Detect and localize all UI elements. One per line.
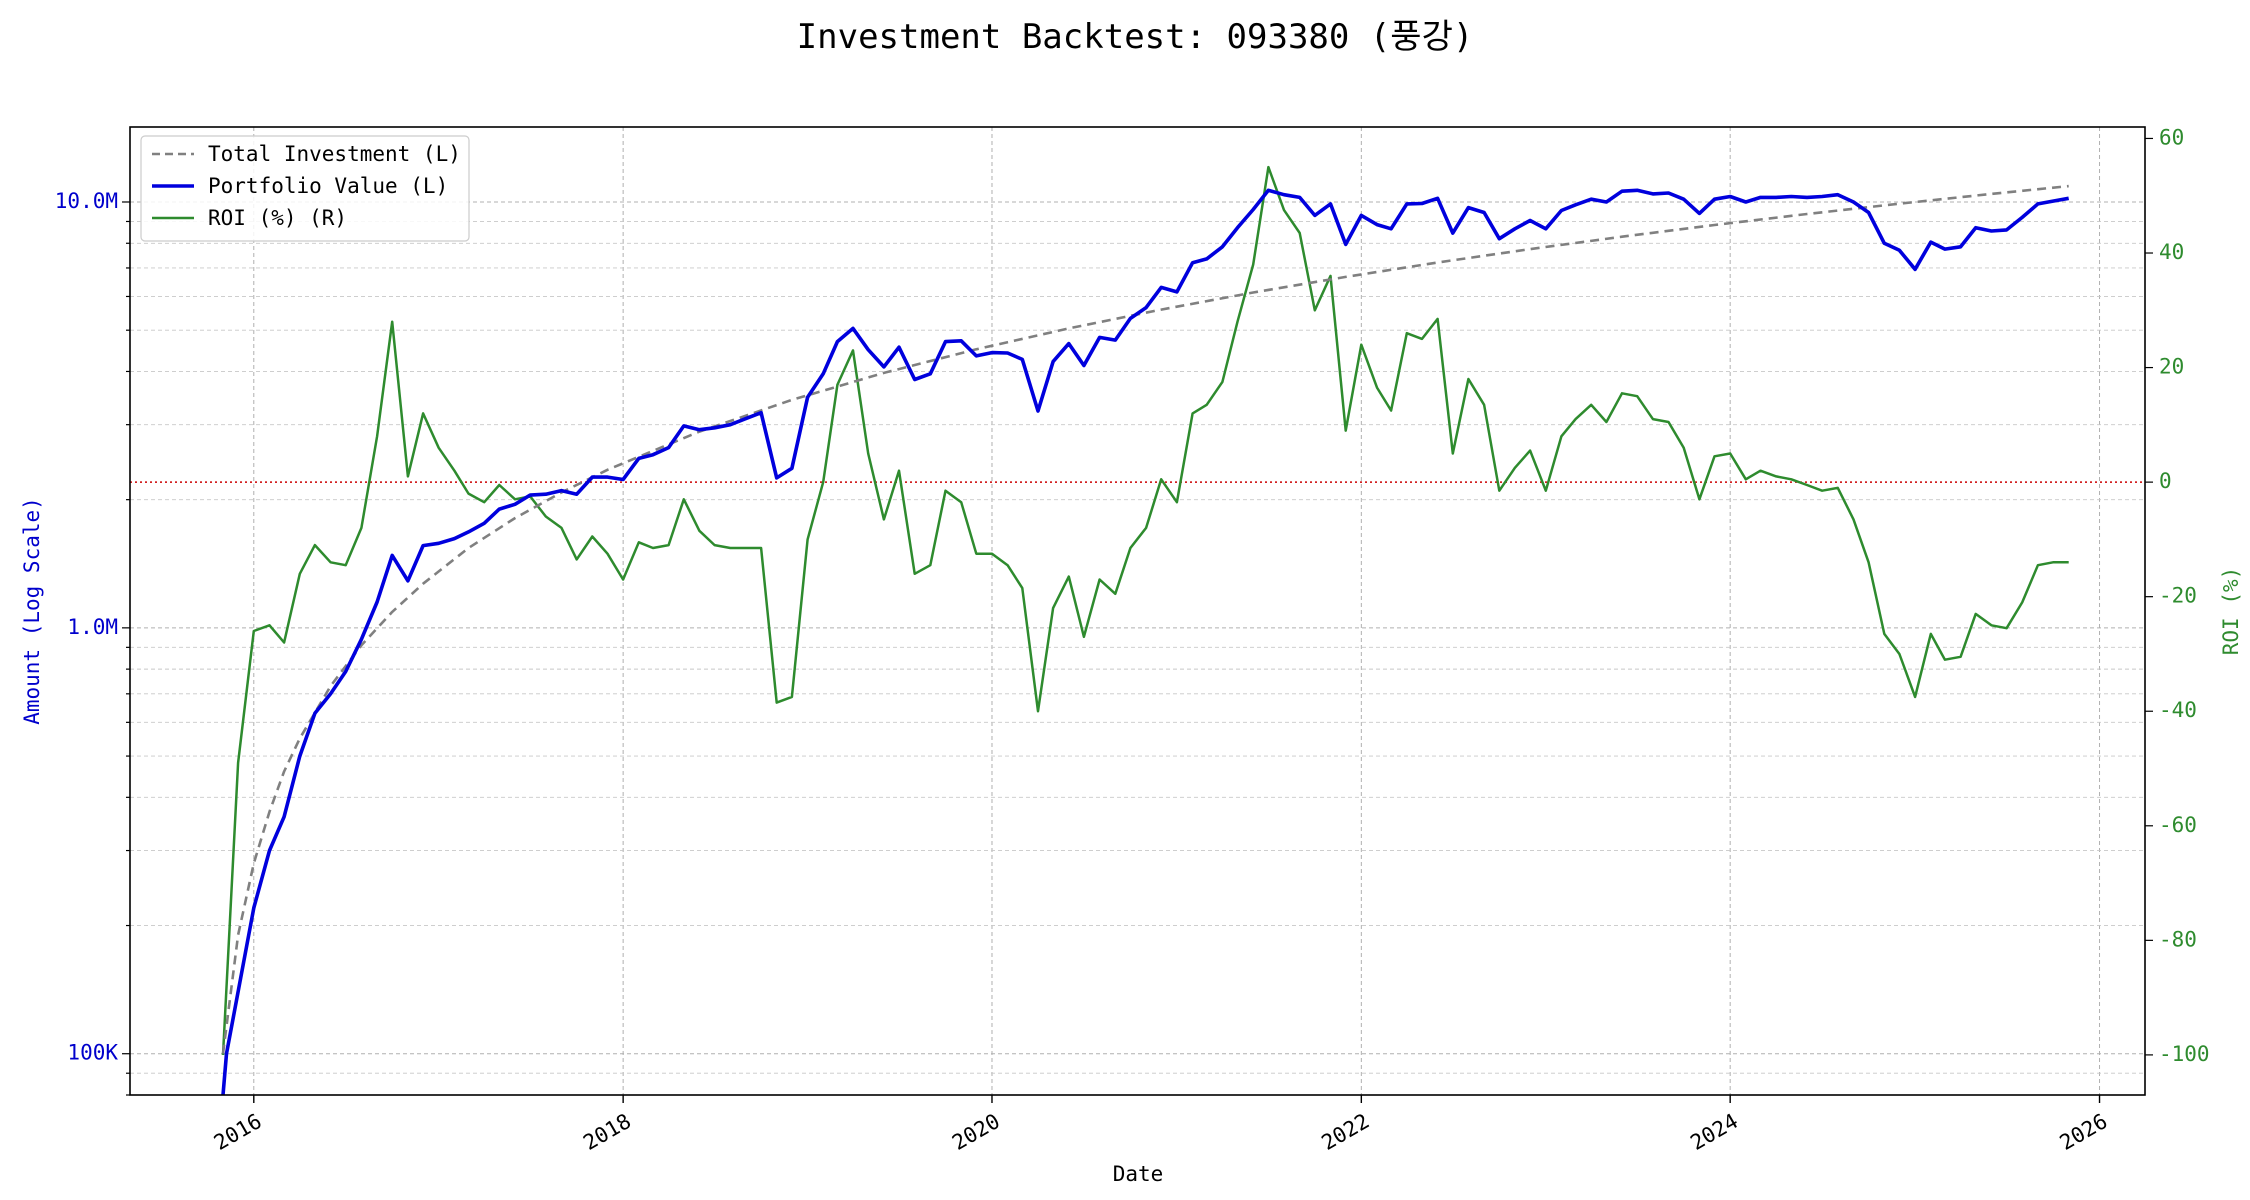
y-right-tick-label: 20 [2159,355,2184,379]
y-left-tick-label: 10.0M [55,189,118,213]
legend-label-roi: ROI (%) (R) [208,206,347,230]
legend-label-total-investment: Total Investment (L) [208,142,461,166]
x-axis-title: Date [1113,1162,1164,1186]
plot-frame [129,126,2146,1096]
y-left-tick-label: 1.0M [67,615,118,639]
series-portfolio-value [221,188,2070,1095]
y-right-tick-label: 60 [2159,125,2184,149]
y-right-tick-label: -100 [2159,1042,2210,1066]
y-left-tick-label: 100K [67,1041,118,1065]
chart-title: Investment Backtest: 093380 (풍강) [797,17,1474,57]
legend-box [140,135,470,242]
legend: Total Investment (L) Portfolio Value (L)… [140,135,470,242]
y-right-tick-label: 0 [2159,469,2172,493]
series-layer [221,165,2070,1095]
y-axis-right-title: ROI (%) [2219,567,2243,656]
grid [130,127,2145,1096]
y-right-tick-label: -40 [2159,698,2197,722]
y-right-tick-label: -80 [2159,927,2197,951]
y-right-tick-label: -60 [2159,813,2197,837]
y-right-tick-label: -20 [2159,584,2197,608]
y-right-tick-label: 40 [2159,240,2184,264]
y-axis-left-title: Amount (Log Scale) [20,497,44,725]
series-total-investment [221,184,2069,1054]
legend-label-portfolio-value: Portfolio Value (L) [208,174,448,198]
